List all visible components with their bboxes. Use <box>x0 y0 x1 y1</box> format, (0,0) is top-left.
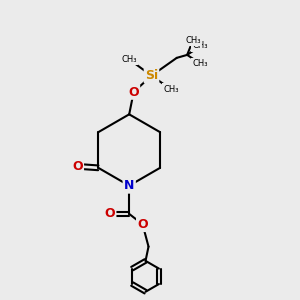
Text: N: N <box>124 179 134 192</box>
Text: O: O <box>137 218 148 231</box>
Text: CH₃: CH₃ <box>185 35 201 44</box>
Text: CH₃: CH₃ <box>122 55 137 64</box>
Text: CH₃: CH₃ <box>193 59 208 68</box>
Text: CH₃: CH₃ <box>193 41 208 50</box>
Text: O: O <box>72 160 83 173</box>
Text: Si: Si <box>145 69 158 82</box>
Text: N: N <box>124 179 134 192</box>
Text: CH₃: CH₃ <box>163 85 178 94</box>
Text: O: O <box>128 85 139 98</box>
Text: O: O <box>105 207 115 220</box>
